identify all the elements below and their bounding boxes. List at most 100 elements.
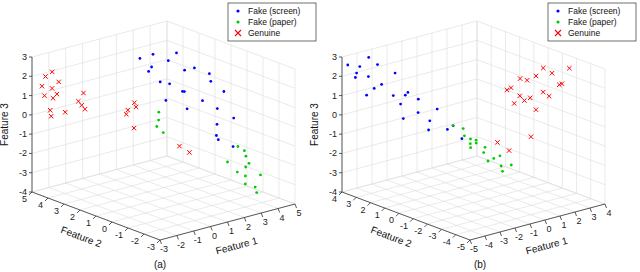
y-tick: [396, 213, 399, 216]
grid: [342, 21, 605, 240]
legend-box: [228, 3, 316, 41]
subtitle: (a): [154, 259, 166, 270]
z-tick-label: 1: [22, 91, 27, 101]
point-cross: [132, 101, 136, 105]
point-cross: [43, 74, 47, 78]
legend-marker: [236, 20, 239, 23]
point-cross: [518, 76, 522, 80]
point-dot: [346, 64, 349, 67]
point-cross: [187, 150, 191, 154]
grid-line: [477, 79, 605, 127]
point-dot: [407, 91, 410, 94]
point-dot: [193, 67, 196, 70]
y-tick-label: 3: [346, 199, 351, 209]
point-dot: [492, 157, 495, 160]
grid-line: [96, 180, 231, 216]
grid-line: [590, 64, 591, 199]
y-axis-label: Feature 2: [369, 224, 413, 250]
y-tick: [29, 192, 32, 195]
legend: Fake (screen)Fake (paper)Genuine: [228, 3, 316, 41]
point-cross: [126, 108, 130, 112]
panel: -3-2-1012345-3-2-1012345-4-3-2-10123Feat…: [0, 3, 316, 270]
x-tick-label: -1: [194, 235, 202, 245]
grid-line: [442, 193, 577, 229]
grid-line: [491, 26, 492, 161]
point-cross: [50, 86, 54, 90]
x-tick-label: -4: [485, 240, 493, 250]
x-tick-label: 4: [606, 208, 611, 218]
z-tick-label: 3: [332, 52, 337, 62]
point-dot: [469, 146, 472, 149]
legend-marker: [556, 20, 559, 23]
z-tick: [339, 134, 342, 135]
grid-line: [65, 48, 66, 183]
grid-line: [456, 199, 591, 235]
series: [40, 70, 192, 155]
point-dot: [209, 80, 212, 83]
x-axis: [470, 204, 605, 240]
grid-line: [385, 172, 520, 208]
point-dot: [236, 171, 239, 174]
grid-line: [167, 79, 295, 127]
z-tick: [339, 172, 342, 173]
point-cross: [40, 84, 44, 88]
z-tick: [339, 57, 342, 58]
grid-line: [199, 33, 200, 168]
y-tick: [45, 198, 48, 201]
point-cross: [81, 91, 85, 95]
z-tick-label: 1: [332, 91, 337, 101]
point-dot: [150, 66, 153, 69]
grid-line: [128, 192, 263, 228]
point-dot: [162, 131, 165, 134]
z-tick: [29, 76, 32, 77]
point-cross: [42, 94, 46, 98]
series: [346, 56, 463, 140]
point-cross: [528, 96, 532, 100]
point-cross: [547, 94, 551, 98]
point-dot: [380, 83, 383, 86]
point-dot: [482, 151, 485, 154]
grid-line: [477, 21, 605, 69]
point-dot: [417, 111, 420, 114]
x-tick-label: -2: [515, 232, 523, 242]
z-tick-label: -3: [329, 168, 337, 178]
point-dot: [487, 160, 490, 163]
grid-line: [32, 21, 167, 57]
point-cross: [177, 144, 181, 148]
point-dot: [376, 63, 379, 66]
point-dot: [255, 191, 258, 194]
legend: Fake (screen)Fake (paper)Genuine: [548, 3, 636, 41]
legend-label: Fake (screen): [568, 6, 621, 16]
x-tick-label: -3: [160, 244, 168, 254]
x-tick-label: 2: [246, 222, 251, 232]
y-tick: [109, 222, 112, 225]
point-dot: [452, 124, 455, 127]
z-tick-label: 2: [332, 71, 337, 81]
x-tick-label: 5: [296, 208, 301, 218]
point-cross: [57, 80, 61, 84]
grid-line: [447, 29, 448, 164]
y-tick-label: -3: [429, 231, 437, 241]
point-dot: [484, 146, 487, 149]
z-tick: [29, 134, 32, 135]
y-tick-label: 1: [375, 210, 380, 220]
z-tick: [29, 57, 32, 58]
point-cross: [525, 78, 529, 82]
legend-marker: [556, 9, 559, 12]
point-cross: [522, 98, 526, 102]
grid-line: [427, 188, 562, 224]
grid-line: [167, 21, 168, 156]
x-tick-label: 3: [591, 212, 596, 222]
point-dot: [244, 175, 247, 178]
point-dot: [216, 123, 219, 126]
grid-line: [167, 156, 295, 204]
point-dot: [417, 98, 420, 101]
y-tick-label: -2: [131, 236, 139, 246]
y-tick: [424, 224, 427, 227]
series: [452, 124, 513, 173]
point-dot: [463, 134, 466, 137]
point-dot: [365, 94, 368, 97]
grid-line: [167, 137, 295, 185]
grid-line: [477, 21, 478, 156]
z-tick-label: -3: [19, 168, 27, 178]
